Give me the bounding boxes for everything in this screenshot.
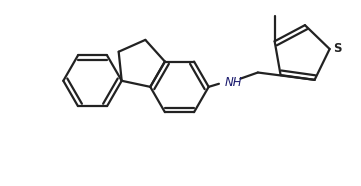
Text: S: S xyxy=(333,42,341,55)
Text: NH: NH xyxy=(225,76,243,89)
